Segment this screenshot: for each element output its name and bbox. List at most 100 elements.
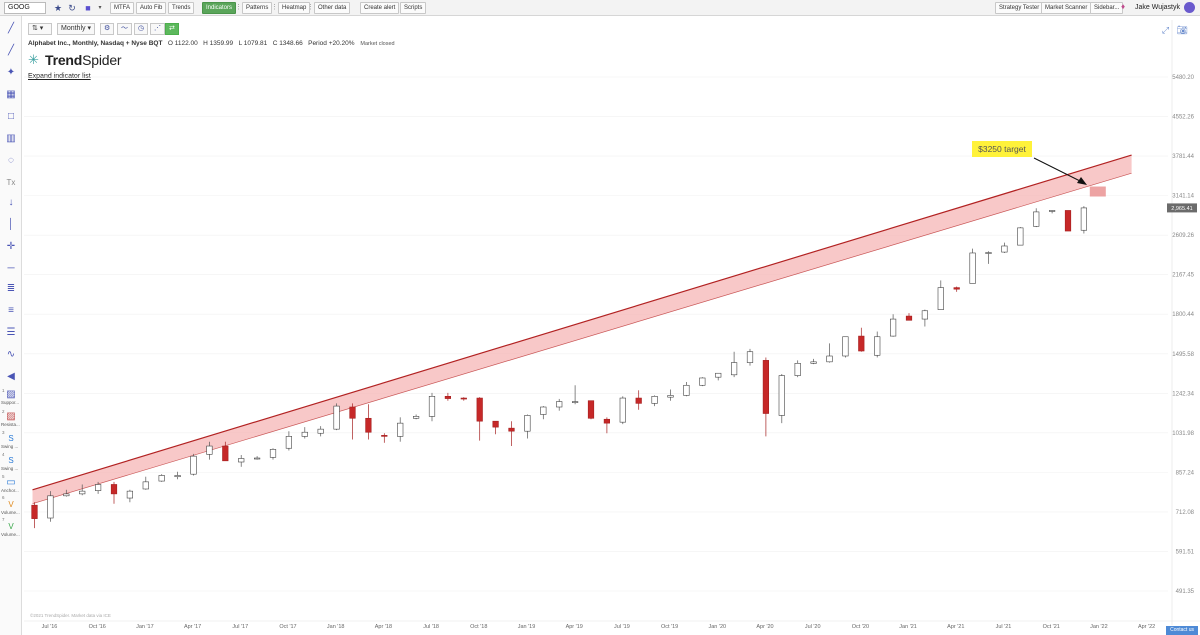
candle-body (1001, 245, 1008, 253)
timeframe-select[interactable]: Monthly ▾ (57, 23, 95, 35)
candle (937, 280, 944, 310)
compare-icon[interactable]: ⇄ (165, 23, 179, 35)
candle-body (762, 360, 769, 414)
vertical-line-icon[interactable]: │ (7, 219, 15, 230)
drawing-label[interactable]: Swing ... (1, 466, 19, 471)
line-style-icon[interactable]: ⋰ (150, 23, 165, 35)
levels-icon[interactable]: ≡ (8, 305, 14, 316)
annotation-arrow-head (1077, 177, 1087, 185)
candle (874, 331, 881, 358)
swing-icon[interactable]: S (8, 456, 14, 465)
indicators-button[interactable]: Indicators (202, 2, 237, 14)
candles (31, 206, 1087, 529)
settings-gear-icon[interactable]: ⚙ (100, 23, 115, 35)
patterns-menu-dots[interactable]: ⋮ (271, 4, 278, 11)
candle-body (810, 361, 817, 364)
avatar[interactable] (1184, 2, 1195, 13)
y-tick-label: 712.08 (1176, 510, 1195, 516)
scripts-button[interactable]: Scripts (400, 2, 427, 14)
y-tick-label: 1242.34 (1172, 391, 1194, 397)
swing-icon[interactable]: S (8, 434, 14, 443)
fib-icon[interactable]: ▥ (6, 133, 16, 144)
heatmap-button[interactable]: Heatmap (278, 2, 311, 14)
candle (349, 403, 356, 440)
support-icon[interactable]: ▨ (6, 389, 16, 400)
y-tick-label: 491.35 (1176, 589, 1195, 595)
star-icon[interactable]: ★ (53, 3, 63, 13)
polyline-icon[interactable]: ∿ (6, 349, 16, 360)
contact-us-button[interactable]: Contact us (1166, 626, 1198, 635)
trendspider-logo: ✳ TrendSpider (28, 52, 122, 68)
refresh-icon[interactable]: ↻ (68, 3, 76, 13)
x-tick-label: Jul '17 (232, 624, 248, 630)
candle-body (667, 395, 674, 398)
candle (1017, 227, 1024, 246)
resistance-icon[interactable]: ▨ (6, 411, 16, 422)
horizontal-line-icon[interactable]: ─ (7, 263, 15, 274)
rectangle-icon[interactable]: □ (7, 111, 15, 122)
candle (365, 404, 372, 440)
mtfa-button[interactable]: MTFA (110, 2, 134, 14)
fib-retracement-icon[interactable]: ≣ (6, 283, 16, 294)
drawing-number: 7 (2, 517, 5, 522)
candle-body (619, 397, 626, 423)
x-tick-label: Jan '18 (327, 624, 345, 630)
channel-icon[interactable]: ▦ (6, 89, 16, 100)
trends-button[interactable]: Trends (168, 2, 195, 14)
drawing-label[interactable]: Volume... (1, 510, 20, 515)
anchor-icon[interactable]: ▭ (6, 477, 16, 488)
circle-icon[interactable]: ◌ (8, 155, 14, 166)
volume-icon[interactable]: V (8, 522, 14, 531)
bell-icon[interactable]: ♦ (1121, 2, 1126, 11)
clock-icon[interactable]: ◷ (134, 23, 149, 35)
sidebar-button[interactable]: Sidebar... (1090, 2, 1124, 14)
trendline-icon[interactable]: ╱ (7, 23, 15, 34)
expand-indicator-link[interactable]: Expand indicator list (28, 73, 91, 80)
crosshair-icon[interactable]: ✛ (6, 241, 16, 252)
chart-type-button[interactable]: ⇅ ▾ (28, 23, 52, 35)
text-icon[interactable]: Tx (6, 178, 16, 187)
candle-body (1033, 211, 1040, 227)
fullscreen-icon[interactable]: ⤢ (1161, 25, 1170, 35)
color-square-icon[interactable]: ■ (85, 3, 91, 13)
candle-body (969, 252, 976, 284)
magic-wand-icon[interactable]: ✦ (6, 67, 16, 78)
auto-fib-button[interactable]: Auto Fib (136, 2, 167, 14)
candle (524, 414, 531, 439)
ray-icon[interactable]: ╱ (7, 45, 15, 56)
candle (603, 417, 610, 434)
drawing-label[interactable]: Resista... (1, 422, 20, 427)
user-name[interactable]: Jake Wujastyk (1135, 4, 1180, 11)
volume-profile-icon[interactable]: ◀ (7, 371, 15, 382)
channel-band (32, 155, 1132, 504)
top-toolbar: GOOG ★ ↻ ■ ▾ MTFA Auto Fib Trends Indica… (0, 0, 1200, 16)
chevron-down-icon[interactable]: ▾ (98, 5, 102, 11)
x-tick-label: Jan '20 (709, 624, 727, 630)
chart-corner-controls: ⤢ 📷︎ (1162, 25, 1188, 36)
drawing-label[interactable]: Swing ... (1, 444, 19, 449)
drawing-label[interactable]: Anchor... (1, 488, 19, 493)
camera-icon[interactable]: 📷︎ (1176, 25, 1188, 35)
x-tick-label: Jul '18 (423, 624, 439, 630)
heatmap-menu-dots[interactable]: ⋮ (307, 4, 314, 11)
candle-body (95, 484, 102, 491)
arrow-down-icon[interactable]: ↓ (8, 197, 14, 208)
drawing-label[interactable]: Suppor... (1, 400, 20, 405)
patterns-button[interactable]: Patterns (242, 2, 273, 14)
drawing-label[interactable]: Volume... (1, 532, 20, 537)
y-tick-label: 4552.26 (1172, 115, 1194, 121)
candle-body (1017, 227, 1024, 246)
indicators-menu-dots[interactable]: ⋮ (235, 4, 242, 11)
symbol-input[interactable]: GOOG (4, 2, 46, 14)
volume-icon[interactable]: V (8, 500, 14, 509)
range-icon[interactable]: ☰ (6, 327, 16, 338)
x-tick-label: Jan '22 (1090, 624, 1108, 630)
candle (842, 336, 849, 358)
wave-icon[interactable]: 〜 (117, 23, 132, 35)
create-alert-button[interactable]: Create alert (360, 2, 400, 14)
logo-text: TrendSpider (45, 52, 122, 68)
open-value: O 1122.00 (167, 40, 198, 47)
other-data-button[interactable]: Other data (314, 2, 351, 14)
candle (47, 491, 54, 522)
